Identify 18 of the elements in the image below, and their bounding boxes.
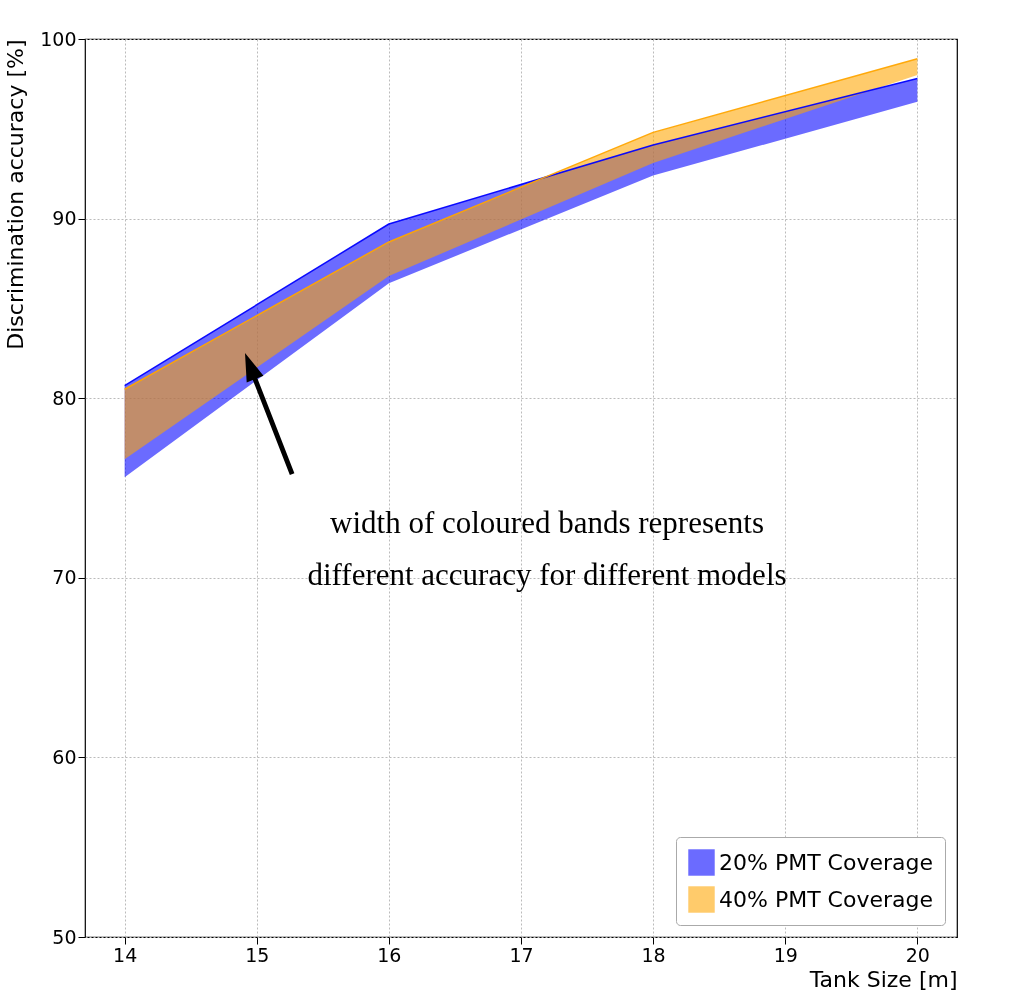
- x-tick-label: 14: [113, 943, 138, 966]
- x-tick-label: 15: [245, 943, 270, 966]
- y-axis-title: Discrimination accuracy [%]: [3, 39, 29, 350]
- y-tick-label: 50: [52, 925, 77, 948]
- y-tick-label: 90: [52, 207, 77, 230]
- y-tick-label: 60: [52, 745, 77, 768]
- legend-label: 40% PMT Coverage: [719, 886, 933, 912]
- x-tick-label: 18: [641, 943, 666, 966]
- annotation: width of coloured bands represents different accuracy for different models: [307, 505, 787, 592]
- x-tick-label: 16: [377, 943, 402, 966]
- x-axis-title: Tank Size [m]: [808, 966, 958, 992]
- y-tick-label: 100: [40, 27, 77, 50]
- y-tick-label: 80: [52, 386, 77, 409]
- x-tick-label: 19: [773, 943, 798, 966]
- x-tick-label: 17: [509, 943, 534, 966]
- x-tick-label: 20: [905, 943, 930, 966]
- legend-label: 20% PMT Coverage: [719, 849, 933, 875]
- y-tick-label: 70: [52, 566, 77, 589]
